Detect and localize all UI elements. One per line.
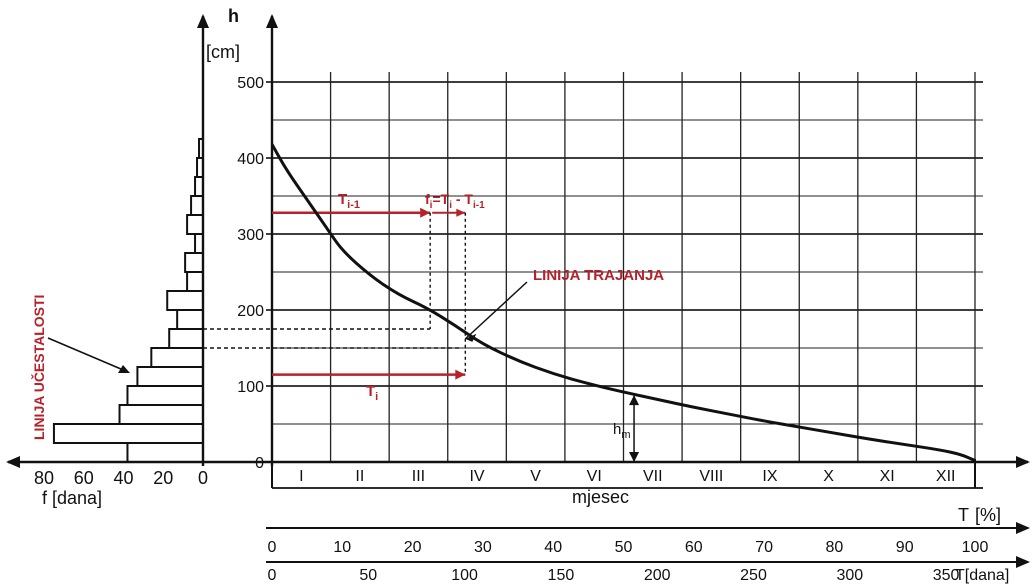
histogram-tick-label: 20: [153, 468, 173, 488]
month-band: I II III IV V VI VII VIII IX X XI XII: [299, 468, 955, 485]
duration-label-leader: [464, 281, 528, 340]
y-axis-unit: [cm]: [206, 42, 240, 62]
annotations: [47, 207, 640, 462]
x-tick-label-days: 250: [740, 567, 767, 584]
days-axis-arrow: [1016, 556, 1030, 568]
x-tick-label-days: 150: [548, 567, 575, 584]
month-axis-label: mjesec: [572, 487, 629, 507]
x-tick-label-days: 350: [933, 567, 960, 584]
month-label: I: [299, 468, 303, 485]
main-axis-arrow-right: [1016, 456, 1030, 468]
histogram-tick-label: 60: [74, 468, 94, 488]
main-axis-arrow-left: [6, 456, 20, 468]
histogram-bar: [168, 328, 204, 349]
x-tick-label-percent: 0: [268, 539, 277, 556]
fi-arrow: [456, 208, 466, 217]
y-tick-label: 100: [237, 379, 264, 396]
x-tick-label-percent: 60: [685, 539, 703, 556]
histogram-bar: [186, 214, 205, 235]
month-label: VIII: [699, 468, 723, 485]
y-tick-label: 400: [237, 151, 264, 168]
month-label: IV: [469, 468, 484, 485]
histogram-axis-arrow: [197, 14, 209, 28]
month-label: II: [355, 468, 364, 485]
histogram-bar: [118, 404, 204, 425]
y-tick-label: 200: [237, 303, 264, 320]
histogram-tick-label: 40: [113, 468, 133, 488]
fi-formula-label: fi=Ti - Ti-1: [425, 191, 485, 211]
histogram-bar: [166, 290, 205, 311]
duration-line-label: LINIJA TRAJANJA: [533, 267, 664, 284]
y-tick-labels: 0 100 200 300 400 500: [237, 75, 272, 472]
duration-curve-line: [270, 143, 976, 462]
x-tick-label-percent: 80: [826, 539, 844, 556]
x-tick-label-days: 50: [359, 567, 377, 584]
x-tick-label-days: 100: [451, 567, 478, 584]
ti-label: Ti: [366, 383, 378, 403]
axes: [6, 14, 1030, 568]
ti-arrow: [455, 369, 466, 380]
frequency-histogram: [52, 138, 205, 463]
histogram-bar: [190, 195, 204, 216]
histogram-bar: [150, 347, 204, 368]
x-tick-label-days: 0: [268, 567, 277, 584]
frequency-label-arrowhead: [118, 365, 130, 373]
month-label: VII: [643, 468, 663, 485]
x-tick-label-days: 300: [836, 567, 863, 584]
month-label: III: [412, 468, 425, 485]
histogram-bar: [126, 385, 204, 406]
x-tick-label-percent: 90: [896, 539, 914, 556]
y-tick-label: 0: [255, 455, 264, 472]
t-prev-label: Ti-1: [338, 191, 360, 211]
x-tick-label-percent: 50: [615, 539, 633, 556]
x-tick-labels: 0 10 20 30 40 50 60 70 80 90 100 0 50 100 150 200 250 300…: [268, 539, 989, 584]
histogram-bar: [184, 252, 205, 273]
month-label: X: [823, 468, 834, 485]
month-label: IX: [762, 468, 777, 485]
x-axis-unit: [%]: [975, 505, 1001, 525]
histogram-tick-label: 80: [34, 468, 54, 488]
x-tick-label-percent: 30: [474, 539, 492, 556]
histogram-bar: [126, 442, 204, 463]
histogram-bar: [176, 309, 205, 330]
y-axis-arrow: [266, 14, 278, 28]
hm-label: hm: [613, 421, 631, 441]
x-tick-label-percent: 10: [333, 539, 351, 556]
y-tick-label: 300: [237, 227, 264, 244]
x-tick-label-percent: 70: [755, 539, 773, 556]
histogram-tick-label: 0: [198, 468, 208, 488]
x-tick-label-days: 200: [644, 567, 671, 584]
month-label: VI: [587, 468, 602, 485]
histogram-axis-label: f [dana]: [42, 488, 102, 508]
x-axis-label: T: [958, 505, 969, 525]
histogram-bar: [136, 366, 205, 387]
x-tick-label-percent: 40: [544, 539, 562, 556]
x-tick-label-percent: 100: [962, 539, 989, 556]
histogram-tick-labels: 80 60 40 20 0: [34, 468, 208, 488]
histogram-bar: [52, 423, 204, 444]
frequency-label-leader: [47, 337, 129, 373]
histogram-bar: [186, 271, 205, 292]
month-label: V: [530, 468, 541, 485]
frequency-line-label: LINIJA UČESTALOSTI: [30, 295, 47, 440]
hm-arrow-top: [629, 395, 640, 406]
x-axis-days-label: T[dana]: [955, 567, 1009, 584]
t-prev-arrow: [420, 207, 431, 218]
month-label: XII: [936, 468, 956, 485]
month-label: XI: [880, 468, 895, 485]
x-tick-label-percent: 20: [404, 539, 422, 556]
percent-axis-arrow: [1016, 522, 1030, 534]
y-tick-label: 500: [237, 75, 264, 92]
duration-label-arrowhead: [465, 333, 477, 342]
grid: [271, 72, 983, 462]
hm-arrow-bottom: [629, 452, 640, 462]
y-axis-label: h: [228, 6, 239, 26]
